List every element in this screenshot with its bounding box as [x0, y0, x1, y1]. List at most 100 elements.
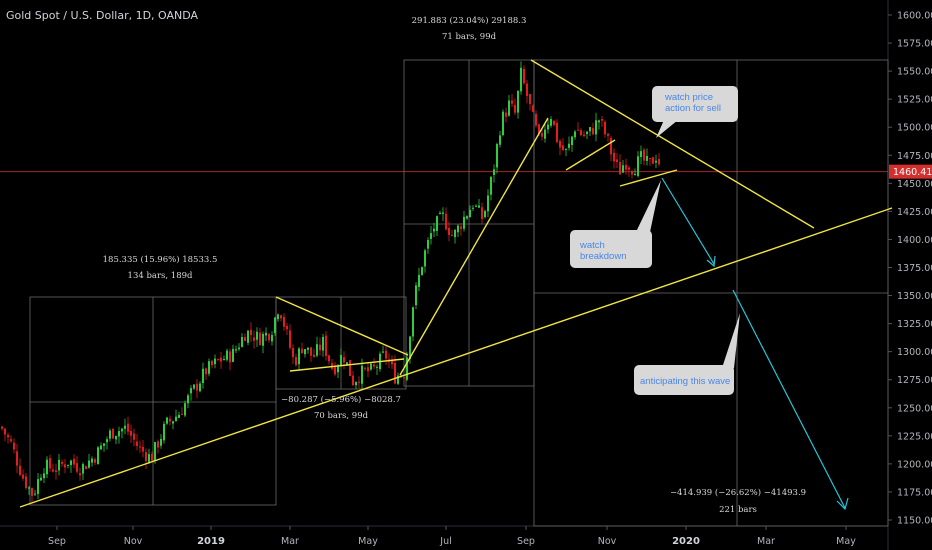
- candle-body: [313, 354, 315, 357]
- candle-body: [196, 383, 198, 391]
- candle-body: [217, 359, 219, 361]
- candle-body: [367, 367, 369, 372]
- candle-body: [118, 431, 120, 437]
- candle-body: [184, 403, 186, 416]
- candle-body: [562, 145, 564, 151]
- candle-body: [550, 119, 552, 126]
- time-tick-label: 2020: [672, 536, 700, 547]
- candle-body: [271, 335, 273, 342]
- time-tick-label: Mar: [757, 536, 775, 547]
- candle-body: [583, 134, 585, 137]
- candle-body: [10, 439, 12, 442]
- candle-body: [28, 487, 30, 489]
- candle-body: [526, 83, 528, 96]
- candle-body: [310, 347, 312, 356]
- price-tick-label: 1350.000: [897, 291, 932, 302]
- time-tick-label: Nov: [124, 536, 143, 547]
- candle-body: [73, 458, 75, 465]
- candle-body: [391, 360, 393, 365]
- price-tick-label: 1275.000: [897, 375, 932, 386]
- candle-body: [76, 463, 78, 472]
- candle-body: [634, 173, 636, 176]
- price-tick-label: 1375.000: [897, 263, 932, 274]
- candle-body: [298, 348, 300, 365]
- note-wave-box: [634, 365, 734, 395]
- note-wave-text: anticipating this wave: [640, 376, 730, 387]
- candle-body: [193, 384, 195, 389]
- time-axis[interactable]: Sep Nov 2019 Mar May Jul Sep Nov 2020 Mar May: [48, 526, 856, 547]
- candle-body: [547, 124, 549, 130]
- candle-body: [1, 426, 3, 429]
- candle-body: [613, 152, 615, 162]
- candle-body: [511, 100, 513, 104]
- candle-body: [502, 111, 504, 136]
- candle-body: [355, 382, 357, 386]
- candle-body: [25, 476, 27, 488]
- candle-body: [88, 460, 90, 468]
- candle-body: [496, 144, 498, 168]
- candle-body: [223, 359, 225, 361]
- candle-body: [241, 337, 243, 347]
- candle-body: [655, 160, 657, 163]
- candle-body: [586, 131, 588, 135]
- note-breakdown-text: breakdown: [580, 251, 626, 262]
- candle-body: [256, 331, 258, 340]
- measure-label-line1: 291.883 (23.04%) 29188.3: [412, 15, 527, 26]
- candle-body: [415, 285, 417, 306]
- candle-body: [397, 375, 399, 384]
- candle-body: [430, 233, 432, 239]
- candle-body: [649, 158, 651, 160]
- candle-body: [574, 131, 576, 138]
- candle-body: [175, 416, 177, 421]
- candle-body: [244, 337, 246, 342]
- candle-body: [604, 121, 606, 135]
- candle-body: [346, 362, 348, 365]
- candle-body: [235, 349, 237, 351]
- candle-body: [178, 414, 180, 418]
- candle-body: [148, 454, 150, 463]
- measure-label-line1: −80.287 (−5.96%) −8028.7: [281, 394, 401, 405]
- candle-body: [316, 344, 318, 356]
- candle-body: [544, 129, 546, 139]
- candle-body: [409, 336, 411, 360]
- candle-body: [268, 333, 270, 341]
- candle-body: [535, 114, 537, 126]
- candle-body: [181, 413, 183, 415]
- time-tick-label: 2019: [197, 536, 225, 547]
- candle-body: [568, 143, 570, 148]
- last-price-tag: [889, 164, 932, 179]
- candle-body: [115, 435, 117, 440]
- candle-body: [529, 94, 531, 104]
- candle-body: [325, 335, 327, 356]
- candle-body: [61, 461, 63, 464]
- candle-body: [139, 446, 141, 448]
- candle-body: [289, 330, 291, 348]
- projection-line-1: [661, 177, 715, 265]
- candle-body: [250, 329, 252, 336]
- candle-body: [274, 317, 276, 334]
- price-tick-label: 1500.000: [897, 123, 932, 134]
- candle-body: [79, 473, 81, 476]
- price-tick-label: 1150.000: [897, 516, 932, 527]
- candle-body: [610, 137, 612, 155]
- candle-body: [22, 474, 24, 479]
- measure-label-line2: 70 bars, 99d: [314, 411, 369, 421]
- candle-body: [466, 216, 468, 219]
- candle-body: [4, 428, 6, 435]
- candle-body: [616, 159, 618, 163]
- candle-body: [394, 363, 396, 384]
- candle-body: [64, 464, 66, 468]
- candle-body: [487, 195, 489, 212]
- price-axis[interactable]: 1150.000 1175.000 1200.000 1225.000 1250.000…: [888, 11, 932, 527]
- candle-body: [49, 458, 51, 469]
- candle-body: [301, 348, 303, 354]
- candle-body: [361, 365, 363, 384]
- candle-body: [214, 358, 216, 365]
- price-tick-label: 1575.000: [897, 39, 932, 50]
- candle-body: [277, 314, 279, 320]
- support-line-lower: [619, 169, 678, 187]
- candle-body: [100, 445, 102, 450]
- candle-body: [166, 417, 168, 424]
- candle-body: [190, 388, 192, 394]
